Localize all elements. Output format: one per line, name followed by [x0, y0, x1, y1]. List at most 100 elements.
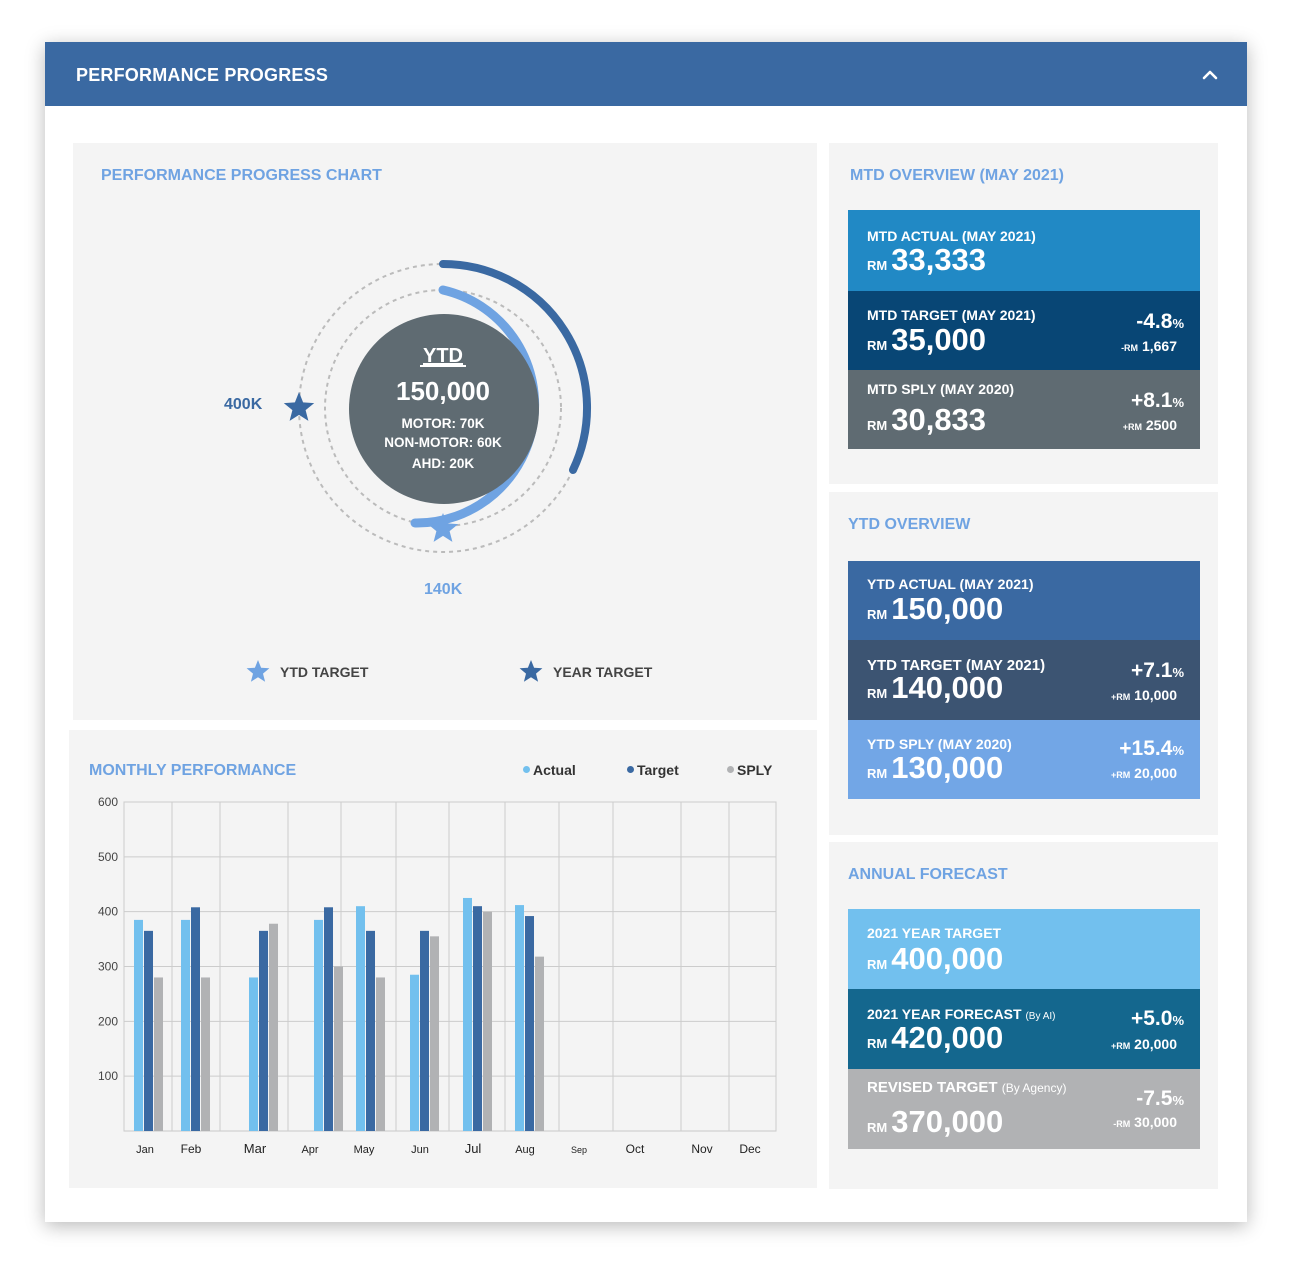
diff-prefix: +RM — [1111, 770, 1131, 780]
y-tick-label: 400 — [98, 905, 118, 919]
percent-unit: % — [1172, 665, 1184, 680]
percent-value: +8.1 — [1130, 389, 1173, 412]
stat-label: 2021 YEAR TARGET — [867, 925, 1002, 941]
y-tick-label: 200 — [98, 1014, 118, 1028]
currency-label: RM — [867, 1120, 888, 1135]
x-tick-label: Jun — [411, 1144, 429, 1156]
x-tick-label: Aug — [515, 1144, 535, 1156]
x-tick-label: Dec — [739, 1142, 760, 1156]
bar-target-may — [366, 930, 375, 1131]
amount-change: -RM 1,667 — [1121, 338, 1177, 354]
legend-sply-label: SPLY — [737, 762, 773, 778]
progress-chart-panel: PERFORMANCE PROGRESS CHART YTD 150,000 M… — [73, 143, 817, 720]
diff-value: 10,000 — [1134, 687, 1177, 703]
ytd-actual-box: YTD ACTUAL (MAY 2021) RM 150,000 — [848, 561, 1200, 640]
legend-actual: Actual — [523, 762, 576, 778]
stat-value: RM 370,000 — [867, 1104, 1003, 1140]
bar-target-feb — [191, 907, 200, 1131]
stat-label: MTD SPLY (MAY 2020) — [867, 381, 1015, 397]
stat-label-text: REVISED TARGET — [867, 1079, 998, 1096]
percent-unit: % — [1172, 316, 1184, 331]
ytd-center-circle — [349, 314, 539, 504]
diff-value: 20,000 — [1134, 765, 1177, 781]
stat-label-text: 2021 YEAR FORECAST — [867, 1006, 1022, 1022]
value-number: 30,833 — [891, 402, 987, 437]
legend-year-star-icon — [519, 660, 543, 682]
stat-label: YTD ACTUAL (MAY 2021) — [867, 576, 1034, 592]
percent-change: +7.1% — [1131, 659, 1184, 683]
bar-target-jul — [473, 906, 482, 1131]
value-number: 140,000 — [891, 670, 1004, 705]
stat-value: RM 130,000 — [867, 750, 1003, 786]
center-value: 150,000 — [396, 376, 490, 406]
value-number: 33,333 — [891, 242, 987, 277]
stat-value: RM 150,000 — [867, 591, 1003, 627]
y-tick-label: 100 — [98, 1069, 118, 1083]
y-tick-label: 600 — [98, 795, 118, 809]
legend-sply: SPLY — [727, 762, 772, 778]
bar-target-aug — [525, 916, 534, 1131]
percent-unit: % — [1172, 743, 1184, 758]
bar-actual-may — [356, 906, 365, 1131]
legend-target-label: Target — [637, 762, 679, 778]
percent-change: +5.0% — [1131, 1007, 1184, 1031]
diff-prefix: +RM — [1111, 1041, 1131, 1051]
percent-unit: % — [1172, 1093, 1184, 1108]
bar-actual-jan — [134, 919, 143, 1131]
percent-value: +5.0 — [1130, 1007, 1173, 1030]
year-target-value-label: 400K — [224, 396, 263, 413]
panel-title: YTD OVERVIEW — [848, 516, 971, 533]
bar-sply-feb — [201, 977, 210, 1131]
center-line-nonmotor: NON-MOTOR: 60K — [384, 435, 502, 450]
center-title: YTD — [423, 345, 463, 367]
x-tick-label: Sep — [571, 1145, 587, 1155]
mtd-actual-box: MTD ACTUAL (MAY 2021) RM 33,333 — [848, 210, 1200, 291]
bar-sply-may — [376, 977, 385, 1131]
currency-label: RM — [867, 766, 888, 781]
legend-dot-target — [627, 766, 634, 773]
currency-label: RM — [867, 957, 888, 972]
value-number: 370,000 — [891, 1104, 1004, 1139]
mtd-overview-panel: MTD OVERVIEW (MAY 2021) MTD ACTUAL (MAY … — [829, 143, 1218, 484]
currency-label: RM — [867, 418, 888, 433]
percent-unit: % — [1172, 395, 1184, 410]
bar-target-mar — [259, 930, 268, 1131]
bar-target-jan — [144, 930, 153, 1131]
stat-label: REVISED TARGET (By Agency) — [867, 1079, 1066, 1096]
card-header[interactable]: PERFORMANCE PROGRESS — [45, 42, 1247, 106]
stat-value: RM 140,000 — [867, 670, 1003, 706]
stat-value: RM 420,000 — [867, 1020, 1003, 1056]
legend-year-target: YEAR TARGET — [553, 664, 653, 680]
bar-actual-apr — [314, 919, 323, 1131]
x-tick-label: Mar — [244, 1141, 267, 1156]
bar-sply-jan — [154, 977, 163, 1131]
x-tick-label: Apr — [301, 1144, 318, 1156]
diff-prefix: +RM — [1122, 422, 1142, 432]
year-progress-arc — [439, 260, 591, 474]
diff-value: 2500 — [1145, 417, 1177, 433]
ytd-target-value-label: 140K — [424, 581, 463, 598]
diff-prefix: -RM — [1113, 1119, 1131, 1129]
x-tick-label: Nov — [691, 1142, 712, 1156]
bar-sply-jun — [430, 936, 439, 1131]
value-number: 420,000 — [891, 1020, 1004, 1055]
chevron-up-icon[interactable] — [1200, 66, 1220, 82]
bar-actual-jun — [410, 974, 419, 1131]
legend-actual-label: Actual — [533, 762, 576, 778]
bar-actual-jul — [463, 897, 472, 1131]
percent-unit: % — [1172, 1013, 1184, 1028]
panel-title: PERFORMANCE PROGRESS CHART — [101, 167, 382, 184]
percent-value: -7.5 — [1136, 1087, 1173, 1110]
legend-dot-sply — [727, 766, 734, 773]
legend-target: Target — [627, 762, 679, 778]
stat-value: RM 30,833 — [867, 402, 986, 438]
ytd-target-box: YTD TARGET (MAY 2021) RM 140,000 +7.1% +R… — [848, 640, 1200, 720]
year-target-star-icon — [283, 392, 315, 421]
diff-prefix: +RM — [1111, 692, 1131, 702]
diff-prefix: -RM — [1121, 343, 1139, 353]
currency-label: RM — [867, 258, 888, 273]
percent-change: +8.1% — [1131, 389, 1184, 413]
x-tick-label: Oct — [626, 1142, 645, 1156]
legend-ytd-star-icon — [246, 660, 270, 682]
amount-change: +RM 2500 — [1123, 417, 1177, 433]
